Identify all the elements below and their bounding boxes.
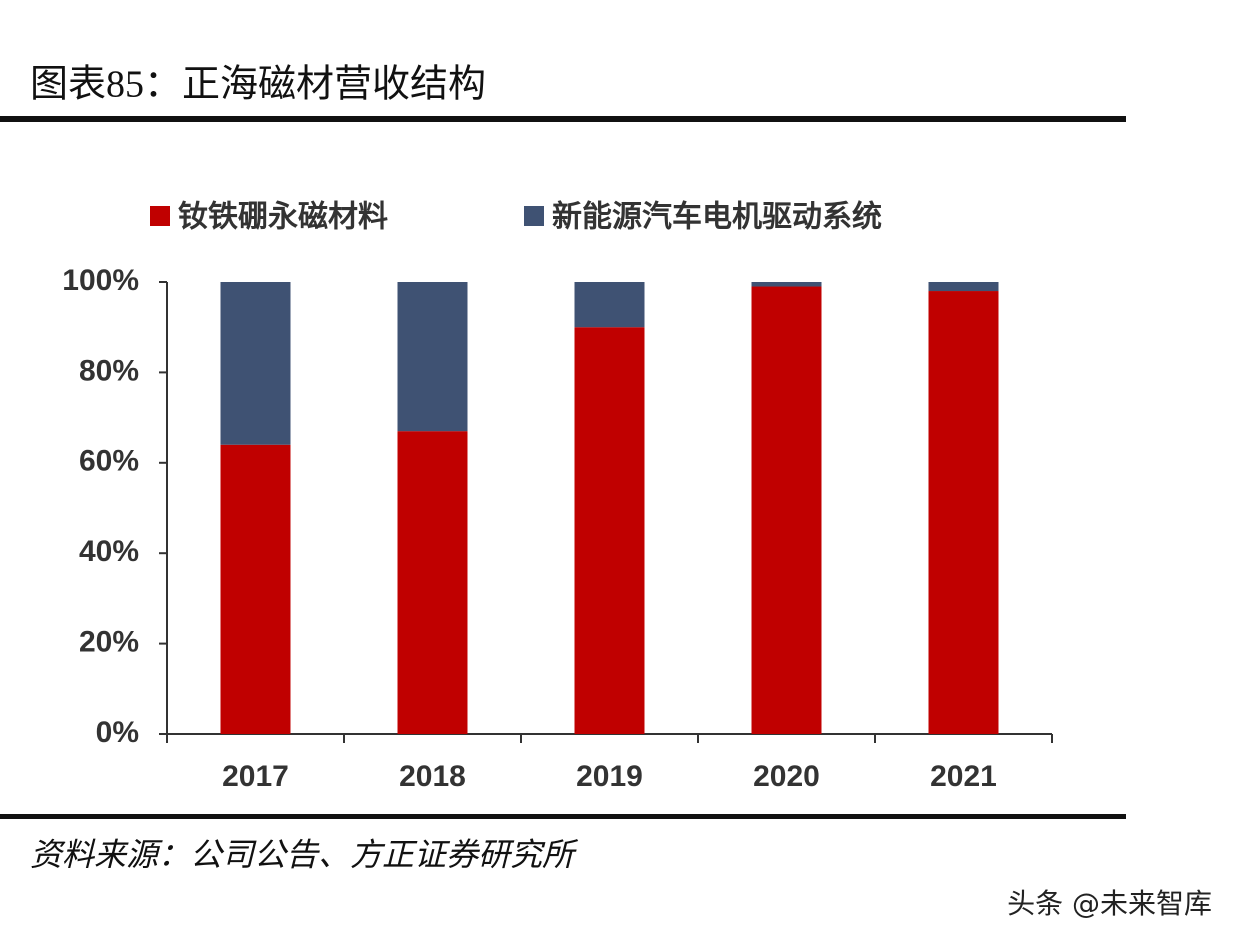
legend-label: 新能源汽车电机驱动系统 bbox=[552, 200, 882, 235]
bar-segment bbox=[751, 282, 822, 287]
x-tick-label: 2021 bbox=[930, 760, 997, 793]
y-tick-label: 80% bbox=[79, 354, 139, 387]
source-rule bbox=[0, 814, 1126, 819]
bar-segment bbox=[220, 282, 291, 445]
y-tick-label: 0% bbox=[96, 716, 139, 749]
x-tick-label: 2020 bbox=[753, 760, 820, 793]
watermark: 头条 @未来智库 bbox=[1007, 887, 1212, 920]
x-tick-label: 2019 bbox=[576, 760, 643, 793]
bar-segment bbox=[751, 286, 822, 734]
title-rule bbox=[0, 116, 1126, 122]
y-tick-label: 20% bbox=[79, 626, 139, 659]
bar-segment bbox=[928, 291, 999, 734]
legend-swatch bbox=[524, 206, 544, 226]
bar-segment bbox=[574, 282, 645, 328]
x-tick-label: 2017 bbox=[222, 760, 289, 793]
y-tick-label: 100% bbox=[62, 264, 139, 297]
bar-segment bbox=[220, 444, 291, 734]
bar-segment bbox=[928, 282, 999, 292]
bar-segment bbox=[397, 431, 468, 734]
x-tick-label: 2018 bbox=[399, 760, 466, 793]
y-tick-label: 40% bbox=[79, 535, 139, 568]
bar-segment bbox=[574, 327, 645, 734]
chart-title: 图表85：正海磁材营收结构 bbox=[30, 64, 486, 106]
y-tick-label: 60% bbox=[79, 445, 139, 478]
bar-segment bbox=[397, 282, 468, 432]
source-note: 资料来源：公司公告、方正证券研究所 bbox=[30, 836, 579, 872]
legend-label: 钕铁硼永磁材料 bbox=[178, 200, 388, 235]
legend-swatch bbox=[150, 206, 170, 226]
